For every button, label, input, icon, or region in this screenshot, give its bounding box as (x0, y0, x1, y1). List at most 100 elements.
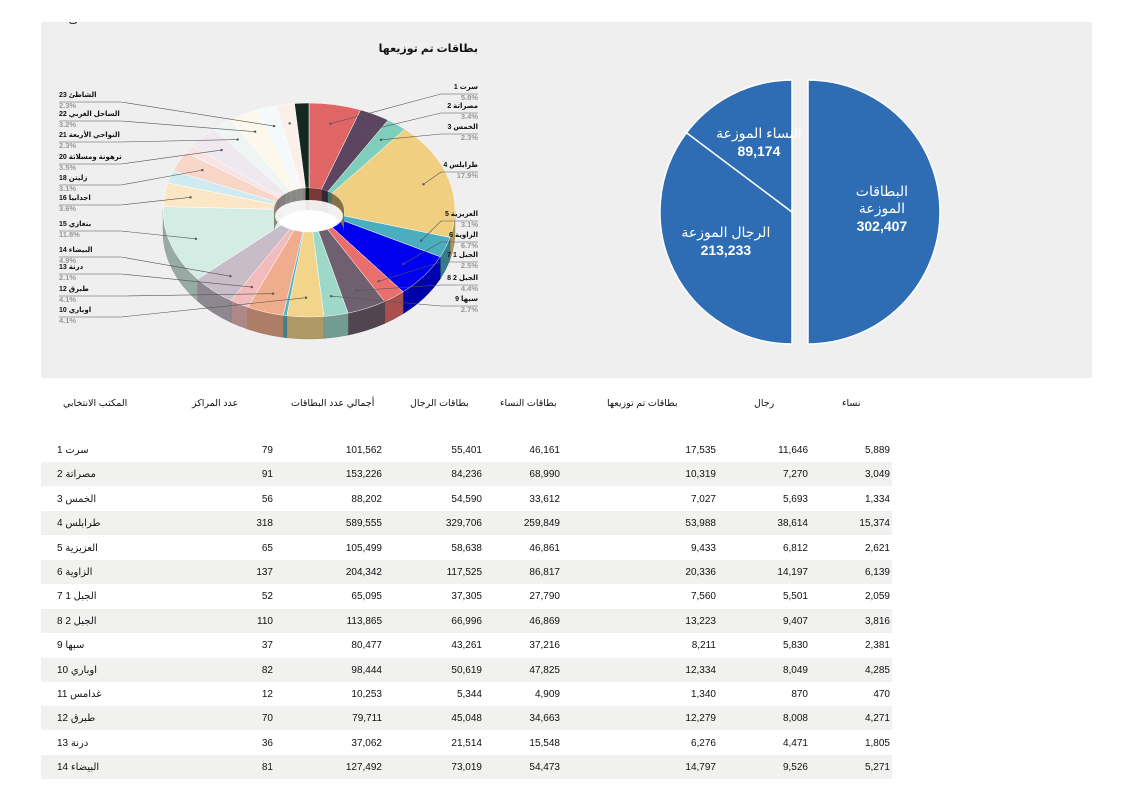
donut-hole (275, 200, 343, 232)
slice-label-pct: 3.1% (461, 220, 478, 229)
table-row: البيضاء 14 81 127,492 73,019 54,473 14,797 9,5… (41, 755, 892, 780)
donut-side-10 (286, 315, 325, 340)
slice-label-pct: 2.5% (461, 261, 478, 270)
pie-category-label: الرجال الموزعة (681, 224, 770, 241)
slice-label-name: 20 ترهونة ومسلاتة (59, 154, 122, 161)
leader-line-2 (362, 112, 478, 132)
cell-total: 113,865 (346, 615, 382, 627)
cell-dist-women: 4,271 (864, 713, 890, 725)
cell-total: 37,062 (351, 737, 382, 749)
slice-label-name: 4 طرابلس (443, 162, 478, 169)
cell-centers: 56 (261, 493, 273, 505)
cell-centers: 81 (261, 762, 273, 774)
slice-label-name: 18 زليتن (59, 175, 87, 182)
cell-distributed: 53,988 (685, 518, 716, 530)
leader-dot-1 (329, 122, 332, 125)
pie-slice-2 (659, 131, 793, 345)
slice-label-pct: 6.7% (461, 241, 478, 250)
cell-distributed: 12,279 (685, 713, 716, 725)
slice-label-name: 22 الساحل الغربي (59, 111, 120, 118)
cell-dist-women: 6,139 (864, 567, 890, 578)
cell-dist-men: 6,812 (782, 542, 808, 554)
table-row: العزيزية 5 65 105,499 58,638 46,861 9,433 6,81… (41, 536, 892, 560)
cell-women: 37,216 (529, 640, 560, 652)
cell-total: 88,202 (351, 493, 382, 505)
table-row: طرابلس 4 318 589,555 329,706 259,849 53,988 38… (41, 511, 892, 536)
slice-label-pct: 4.1% (59, 295, 76, 304)
cell-total: 204,342 (345, 567, 382, 578)
leader-dot-3 (379, 138, 383, 142)
cell-dist-women: 15,374 (859, 518, 890, 530)
cell-women: 54,473 (529, 762, 560, 774)
cell-distributed: 7,027 (690, 493, 716, 505)
slice-label-pct: 17.9% (457, 171, 479, 180)
cell-office: سبها 9 (57, 640, 85, 652)
cell-centers: 36 (261, 737, 273, 749)
cell-dist-men: 870 (791, 689, 808, 700)
cell-men: 329,706 (445, 518, 482, 530)
cell-office: الجبل 1 7 (57, 591, 97, 603)
cell-total: 10,253 (351, 689, 382, 700)
cell-distributed: 12,334 (685, 664, 716, 676)
header-women: بطاقات النساء (500, 398, 557, 409)
cell-centers: 65 (261, 542, 273, 554)
cell-women: 259,849 (523, 518, 560, 530)
header-dist-men: رجال (754, 398, 775, 409)
cell-total: 153,226 (345, 469, 382, 481)
slice-label-name: 14 البيضاء (59, 247, 93, 254)
cell-dist-men: 11,646 (778, 445, 808, 456)
cell-centers: 137 (256, 567, 273, 578)
cell-total: 80,477 (351, 640, 382, 652)
cell-distributed: 7,560 (690, 591, 716, 603)
slice-label-name: 1 سرت (454, 84, 478, 91)
slice-label-pct: 2.0% (59, 22, 76, 24)
cell-total: 127,492 (345, 762, 382, 774)
table-row: الخمس 3 56 88,202 54,590 33,612 7,027 5,693 1,3… (41, 487, 892, 511)
table-row: الجبل 2 8 110 113,865 66,996 46,869 13,223 9,4… (41, 608, 892, 633)
cell-office: البيضاء 14 (57, 762, 100, 774)
cell-dist-men: 38,614 (777, 518, 808, 530)
leader-dot-20 (272, 124, 276, 128)
table-row: الجبل 1 7 52 65,095 37,305 27,790 7,560 5,501 2… (41, 584, 892, 608)
slice-label-name: 23 الشاطئ (59, 92, 97, 99)
cell-men: 73,019 (451, 762, 482, 774)
cell-office: اوباري 10 (57, 664, 97, 676)
leader-dot-13 (229, 274, 232, 278)
cell-dist-men: 9,407 (782, 615, 808, 627)
slice-label-name: 9 سبها (455, 296, 478, 303)
distribution-donut-chart: بطاقات تم توزيعها 1 سرت 5.8% 2 مصراتة 3.4% 3… (41, 15, 492, 378)
slice-label-name: 8 الجبل 2 (447, 275, 478, 282)
leader-line-18 (59, 139, 238, 143)
cell-men: 84,236 (451, 469, 482, 481)
table-row: مصراتة 2 91 153,226 84,236 68,990 10,319 7,270… (41, 462, 892, 487)
cell-distributed: 1,340 (690, 689, 716, 700)
cell-distributed: 6,276 (690, 737, 716, 749)
slice-label-name: 3 الخمس (447, 124, 478, 131)
cell-distributed: 9,433 (690, 542, 716, 554)
header-dist-women: نساء (842, 398, 861, 409)
cell-men: 5,344 (456, 689, 482, 700)
cell-dist-women: 5,889 (864, 445, 890, 456)
leader-line-13 (59, 256, 231, 277)
leader-dot-4 (422, 183, 425, 186)
slice-label-pct: 4.1% (59, 316, 76, 325)
leader-dot-19 (253, 130, 257, 133)
cell-men: 54,590 (451, 493, 482, 505)
donut-hole-wall-16 (274, 204, 276, 232)
cell-centers: 70 (261, 713, 273, 725)
pie-category-label: النساء الموزعة (716, 125, 802, 142)
cell-centers: 37 (261, 640, 273, 652)
slice-label-pct: 4.9% (59, 256, 76, 265)
slice-label-pct: 4.4% (461, 284, 478, 293)
leader-dot-10 (304, 296, 308, 299)
leader-dot-18 (236, 138, 239, 141)
cell-men: 50,619 (451, 664, 482, 676)
leader-dot-6 (402, 262, 405, 266)
cell-women: 34,663 (529, 713, 560, 725)
leader-dot-14 (194, 237, 198, 241)
cell-women: 46,869 (529, 615, 560, 627)
cell-men: 66,996 (451, 615, 482, 627)
pie-slice-1 (807, 79, 941, 345)
leader-dot-8 (355, 289, 358, 292)
